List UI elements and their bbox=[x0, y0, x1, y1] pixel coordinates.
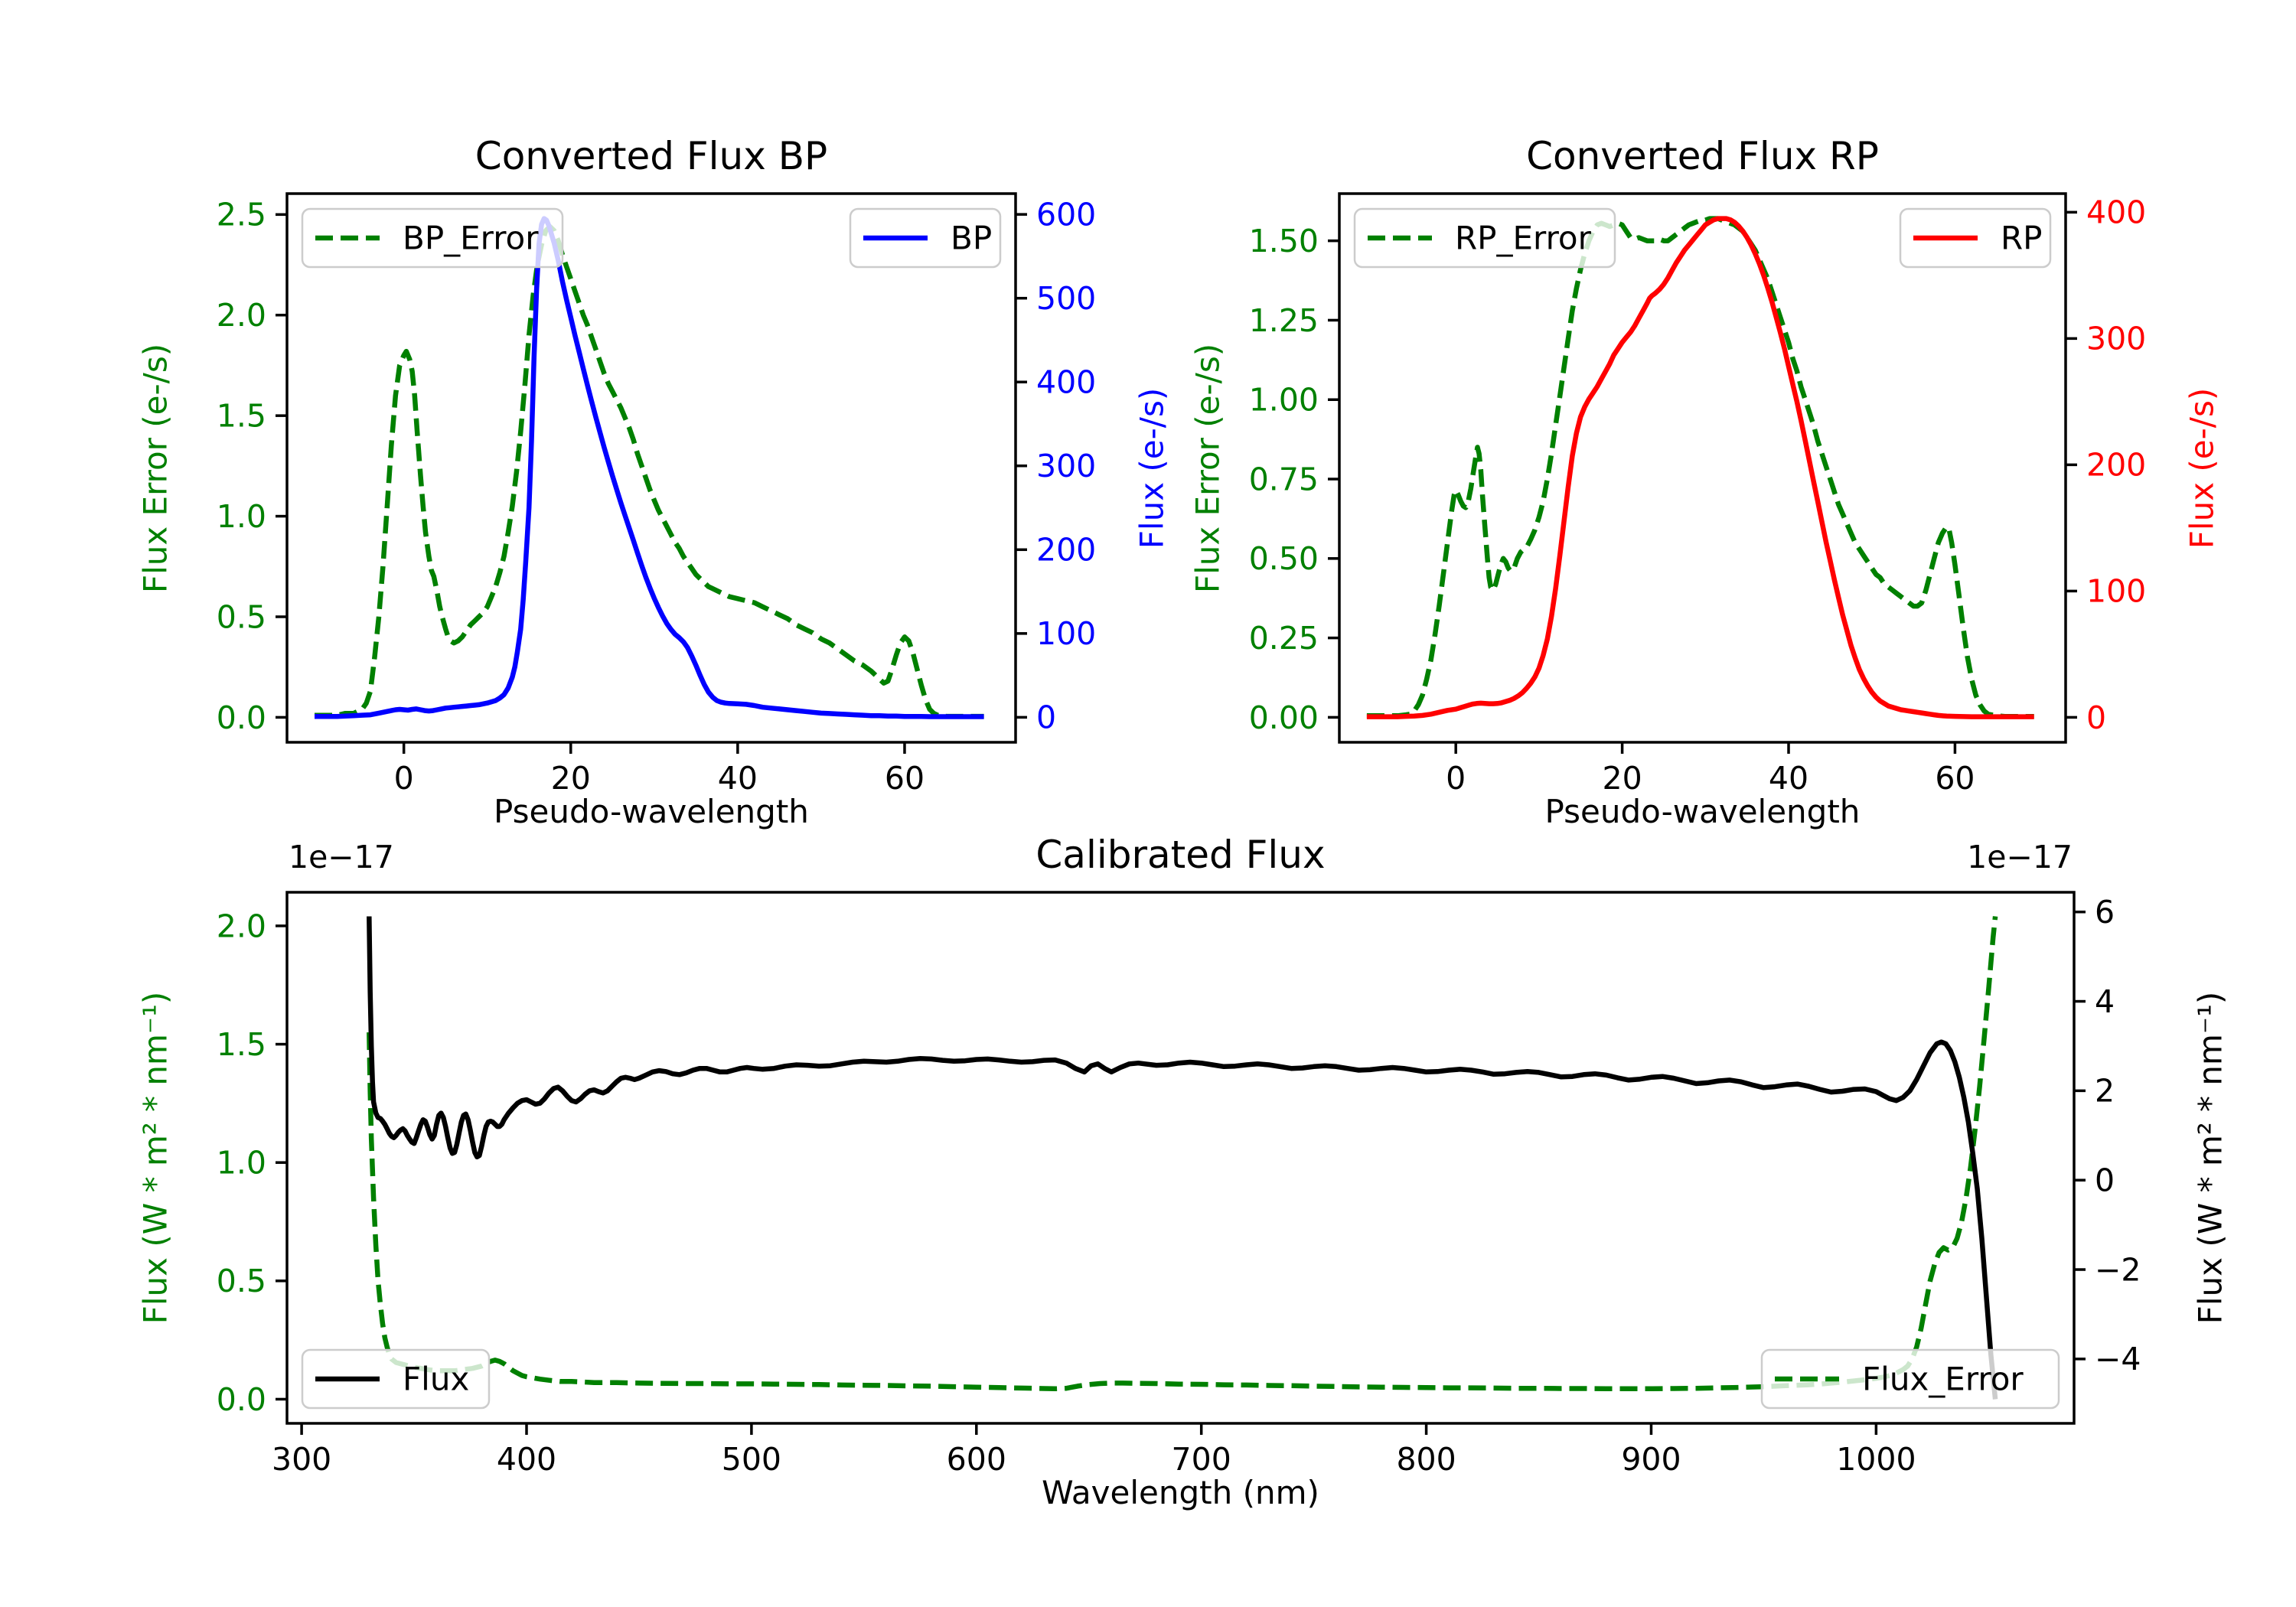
svg-text:1.0: 1.0 bbox=[217, 498, 266, 535]
svg-text:100: 100 bbox=[2086, 573, 2146, 610]
svg-text:40: 40 bbox=[1769, 760, 1808, 797]
bp-title: Converted Flux BP bbox=[475, 134, 828, 178]
svg-text:2.5: 2.5 bbox=[217, 197, 266, 233]
svg-text:BP: BP bbox=[951, 220, 992, 257]
svg-text:500: 500 bbox=[1036, 280, 1096, 317]
rp-plot-svg: 0 20 40 60 0.00 0.25 0.50 0.75 1.00 1.25 1.50 0 100 2… bbox=[1249, 192, 2146, 797]
legend-rp_error: RP_Error bbox=[1353, 207, 1616, 269]
svg-text:RP_Error: RP_Error bbox=[1455, 220, 1592, 257]
rp-plot-area: 0 20 40 60 0.00 0.25 0.50 0.75 1.00 1.25 1.50 0 100 2… bbox=[1249, 192, 2146, 797]
calibrated-title: Calibrated Flux bbox=[1035, 833, 1326, 877]
rp-chart: Converted Flux RP Pseudo-wavelength Flux… bbox=[1189, 134, 2221, 830]
svg-text:Flux_Error: Flux_Error bbox=[1862, 1361, 2024, 1398]
svg-text:0.25: 0.25 bbox=[1249, 620, 1319, 657]
svg-text:1000: 1000 bbox=[1836, 1441, 1916, 1478]
svg-text:300: 300 bbox=[2086, 321, 2146, 357]
bp_error-line bbox=[315, 223, 984, 719]
bp-ylabel-left: Flux Error (e-/s) bbox=[136, 343, 174, 593]
legend-bp_error: BP_Error bbox=[301, 207, 564, 269]
svg-text:400: 400 bbox=[1036, 364, 1096, 401]
legend-bp: BP bbox=[849, 207, 1002, 269]
svg-text:Flux: Flux bbox=[403, 1361, 469, 1398]
svg-text:0.75: 0.75 bbox=[1249, 461, 1319, 497]
bp-plot-area: 0 20 40 60 0.0 0.5 1.0 1.5 2.0 2.5 0 100 200 300 400 50… bbox=[217, 192, 1096, 797]
rp_error-line bbox=[1366, 216, 2034, 719]
bp-ylabel-right: Flux (e-/s) bbox=[1133, 387, 1171, 549]
calibrated-plot-svg: 300 400 500 600 700 800 900 1000 0.0 0.5 1.0 1.5 2.0… bbox=[217, 891, 2141, 1478]
right-axis-offset-text: 1e−17 bbox=[1967, 839, 2073, 875]
flux-line bbox=[367, 916, 1998, 1400]
svg-text:0: 0 bbox=[394, 760, 414, 797]
svg-text:BP_Error: BP_Error bbox=[403, 220, 539, 257]
svg-text:0: 0 bbox=[2095, 1162, 2115, 1199]
bp-chart: Converted Flux BP Pseudo-wavelength Flux… bbox=[137, 134, 1171, 830]
rp-title: Converted Flux RP bbox=[1526, 134, 1879, 178]
svg-text:0.50: 0.50 bbox=[1249, 540, 1319, 577]
svg-text:1.5: 1.5 bbox=[217, 398, 266, 435]
svg-text:1.00: 1.00 bbox=[1249, 382, 1319, 419]
svg-text:600: 600 bbox=[947, 1441, 1006, 1478]
svg-text:2.0: 2.0 bbox=[217, 297, 266, 334]
rp-ylabel-left: Flux Error (e-/s) bbox=[1189, 343, 1227, 593]
calibrated-plot-area: 300 400 500 600 700 800 900 1000 0.0 0.5 1.0 1.5 2.0… bbox=[217, 891, 2141, 1478]
rp-ylabel-right: Flux (e-/s) bbox=[2183, 387, 2221, 549]
svg-text:600: 600 bbox=[1036, 197, 1096, 233]
svg-text:2.0: 2.0 bbox=[217, 908, 266, 944]
bp-line bbox=[315, 216, 984, 719]
legend-flux: Flux bbox=[301, 1348, 491, 1410]
svg-text:0: 0 bbox=[2086, 699, 2106, 736]
svg-text:0.00: 0.00 bbox=[1249, 699, 1319, 736]
svg-text:RP: RP bbox=[2001, 220, 2043, 257]
svg-text:900: 900 bbox=[1621, 1441, 1681, 1478]
svg-text:1.5: 1.5 bbox=[217, 1026, 266, 1063]
svg-text:2: 2 bbox=[2095, 1073, 2115, 1110]
svg-text:0.5: 0.5 bbox=[217, 598, 266, 635]
calibrated-ylabel-left: Flux (W * m² * nm⁻¹) bbox=[136, 991, 174, 1325]
calibrated-chart: Calibrated Flux 1e−17 1e−17 Wavelength (… bbox=[137, 833, 2229, 1511]
svg-text:0.0: 0.0 bbox=[217, 699, 266, 736]
legend-flux_error: Flux_Error bbox=[1760, 1348, 2060, 1410]
rp-line bbox=[1366, 216, 2034, 719]
svg-text:6: 6 bbox=[2095, 894, 2115, 931]
svg-text:40: 40 bbox=[718, 760, 758, 797]
svg-text:20: 20 bbox=[551, 760, 591, 797]
svg-text:0: 0 bbox=[1036, 699, 1056, 736]
calibrated-ylabel-right: Flux (W * m² * nm⁻¹) bbox=[2191, 991, 2229, 1325]
bp-xlabel: Pseudo-wavelength bbox=[494, 793, 809, 830]
svg-text:−2: −2 bbox=[2095, 1251, 2141, 1288]
svg-text:500: 500 bbox=[722, 1441, 781, 1478]
svg-text:800: 800 bbox=[1396, 1441, 1456, 1478]
bp-plot-svg: 0 20 40 60 0.0 0.5 1.0 1.5 2.0 2.5 0 100 200 300 400 50… bbox=[217, 192, 1096, 797]
svg-text:200: 200 bbox=[2086, 447, 2146, 484]
svg-text:300: 300 bbox=[1036, 448, 1096, 484]
svg-text:60: 60 bbox=[885, 760, 925, 797]
svg-text:300: 300 bbox=[272, 1441, 331, 1478]
svg-text:400: 400 bbox=[2086, 194, 2146, 231]
svg-text:100: 100 bbox=[1036, 615, 1096, 652]
svg-text:1.0: 1.0 bbox=[217, 1145, 266, 1182]
left-axis-offset-text: 1e−17 bbox=[289, 839, 394, 875]
calibrated-xlabel: Wavelength (nm) bbox=[1042, 1474, 1319, 1511]
flux_error-line bbox=[367, 916, 1998, 1392]
svg-text:20: 20 bbox=[1603, 760, 1642, 797]
svg-text:0.5: 0.5 bbox=[217, 1263, 266, 1299]
svg-text:1.25: 1.25 bbox=[1249, 302, 1319, 339]
svg-text:700: 700 bbox=[1172, 1441, 1231, 1478]
svg-text:4: 4 bbox=[2095, 983, 2115, 1020]
svg-text:60: 60 bbox=[1935, 760, 1975, 797]
svg-text:200: 200 bbox=[1036, 532, 1096, 569]
svg-text:400: 400 bbox=[497, 1441, 556, 1478]
svg-text:0.0: 0.0 bbox=[217, 1381, 266, 1418]
svg-text:0: 0 bbox=[1446, 760, 1466, 797]
svg-text:−4: −4 bbox=[2095, 1341, 2141, 1377]
svg-text:1.50: 1.50 bbox=[1249, 223, 1319, 259]
legend-rp: RP bbox=[1899, 207, 2052, 269]
rp-xlabel: Pseudo-wavelength bbox=[1544, 793, 1861, 830]
